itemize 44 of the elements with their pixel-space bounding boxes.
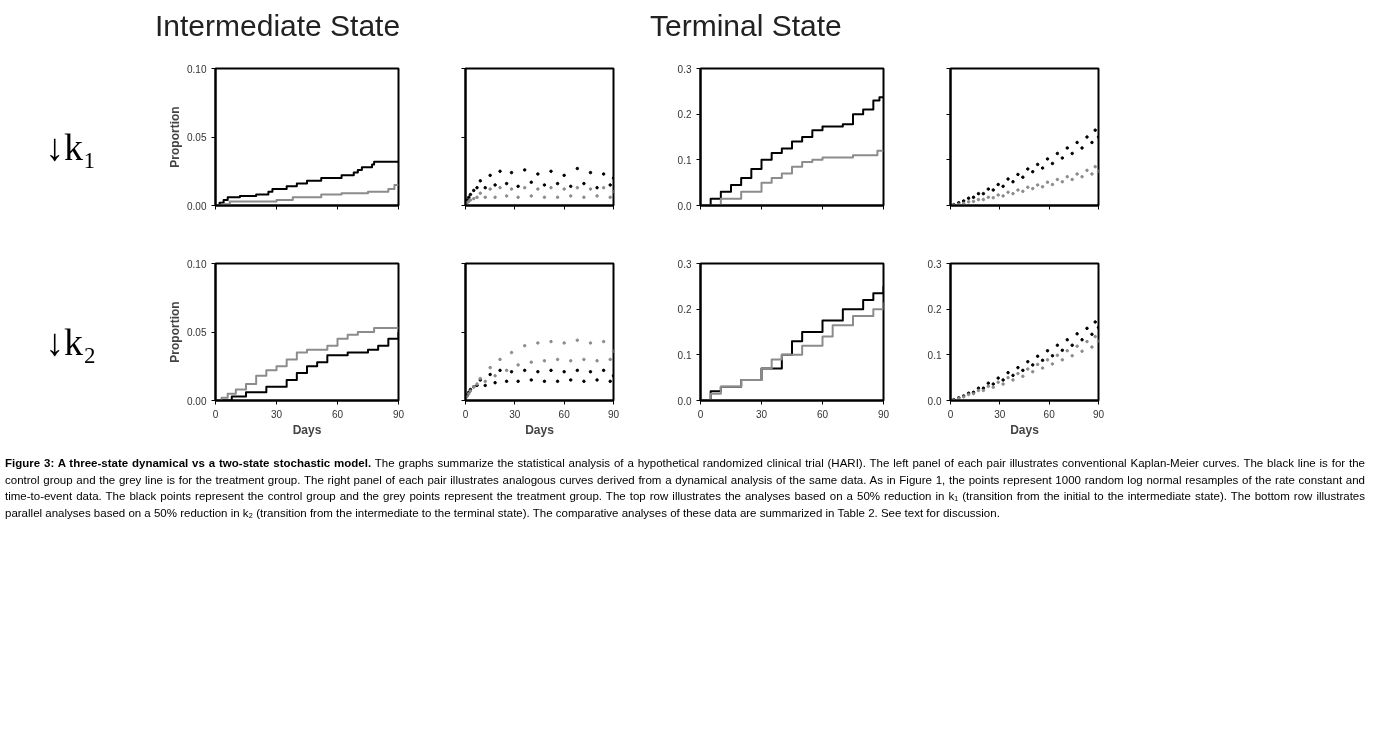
x-tick-label: 0 [462,408,469,420]
y-tick-label: 0.0 [927,395,942,407]
x-tick-label: 90 [392,408,405,420]
x-tick-label: 60 [331,408,344,420]
y-tick-label: 0.2 [927,304,942,316]
y-tick-label: 0.3 [677,63,692,75]
text: ↓k₁ [44,125,97,170]
x-tick-label: 30 [755,408,768,420]
x-axis-title: Days [292,422,322,437]
y-tick-label: 0.1 [927,349,942,361]
x-tick-label: 60 [1043,408,1056,420]
y-tick-label: 0.10 [187,258,207,270]
y-tick-label: 0.1 [677,154,692,166]
y-tick-label: 0.00 [187,200,207,212]
y-tick-label: 0.0 [677,395,692,407]
y-axis-title: Proportion [168,106,183,168]
y-tick-label: 0.3 [927,258,942,270]
y-tick-label: 0.0 [677,200,692,212]
y-tick-label: 0.10 [187,63,207,75]
y-tick-label: 0.05 [187,327,207,338]
x-tick-label: 90 [607,408,620,420]
x-axis-title: Days [525,422,555,437]
caption: Figure 3: A three-state dynamical vs a two-state stochastic model. [5,457,372,469]
y-tick-label: 0.05 [187,132,207,143]
chart-title: Terminal State [650,8,842,44]
x-tick-label: 60 [816,408,829,420]
y-tick-label: 0.2 [677,304,692,316]
x-tick-label: 0 [697,408,704,420]
y-tick-label: 0.1 [677,349,692,361]
x-tick-label: 30 [270,408,283,420]
x-tick-label: 60 [558,408,571,420]
text: ↓k₂ [44,320,97,365]
y-tick-label: 0.00 [187,395,207,407]
y-tick-label: 0.2 [677,109,692,121]
x-tick-label: 90 [1092,408,1105,420]
x-tick-label: 0 [947,408,954,420]
x-tick-label: 0 [212,408,219,420]
x-tick-label: 90 [877,408,890,420]
x-tick-label: 30 [994,408,1006,420]
x-tick-label: 30 [509,408,521,420]
chart-title: Intermediate State [155,8,401,44]
y-axis-title: Proportion [168,301,183,363]
x-axis-title: Days [1010,422,1040,437]
y-tick-label: 0.3 [677,258,692,270]
